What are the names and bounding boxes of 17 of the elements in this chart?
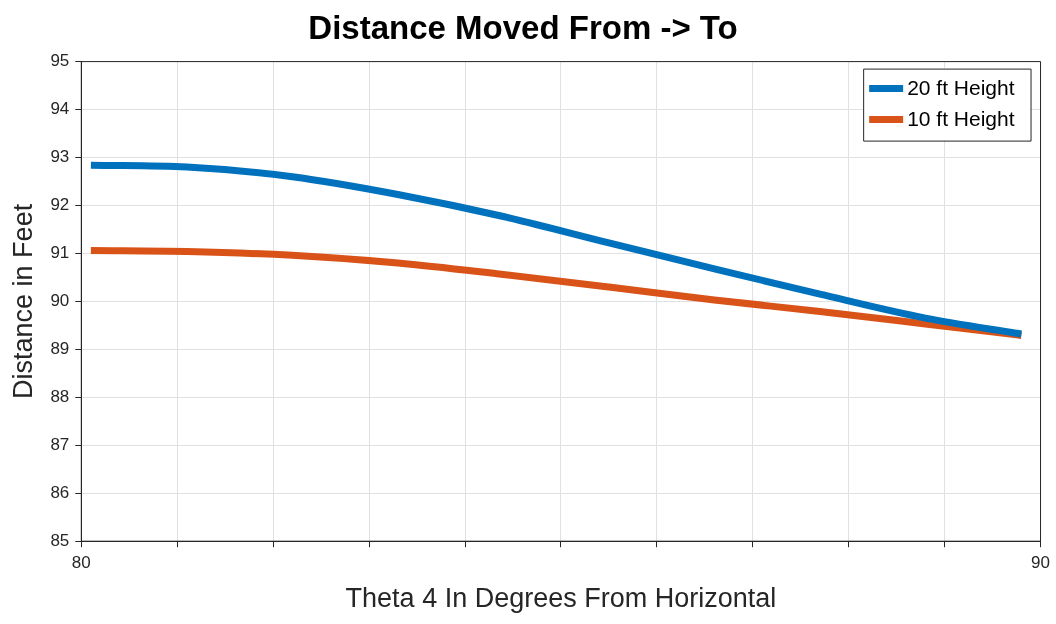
y-tick-label: 89 xyxy=(50,339,70,359)
y-tick-label: 90 xyxy=(50,291,70,311)
y-tick-label: 91 xyxy=(50,243,70,263)
y-tick-label: 86 xyxy=(50,482,70,502)
y-tick-label: 93 xyxy=(50,147,70,167)
chart-title: Distance Moved From -> To xyxy=(308,8,738,46)
y-tick-label: 94 xyxy=(50,99,70,119)
y-tick-label: 95 xyxy=(50,51,70,71)
legend-label: 20 ft Height xyxy=(907,76,1015,100)
legend-label: 10 ft Height xyxy=(907,107,1015,131)
y-axis-title: Distance in Feet xyxy=(7,203,38,399)
x-tick-label: 80 xyxy=(71,553,91,573)
y-tick-label: 87 xyxy=(50,434,70,454)
y-tick-label: 85 xyxy=(50,530,70,550)
y-tick-label: 88 xyxy=(50,387,70,407)
x-axis-title: Theta 4 In Degrees From Horizontal xyxy=(345,583,777,614)
y-tick-label: 92 xyxy=(50,195,70,215)
